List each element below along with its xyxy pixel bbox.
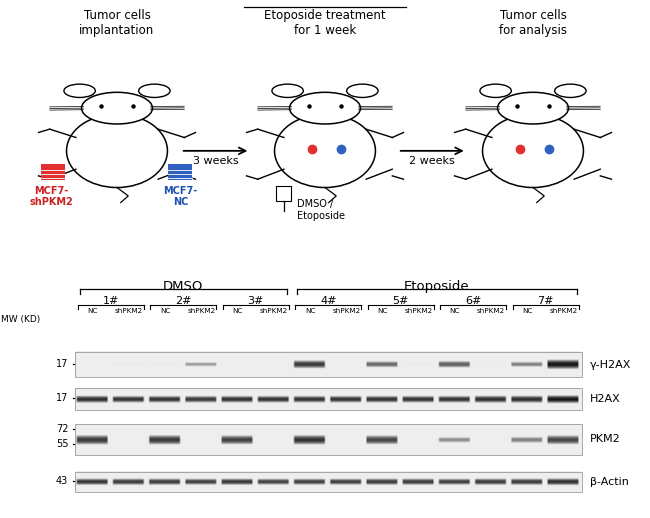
Text: 55: 55	[56, 439, 68, 449]
Bar	[75, 471, 582, 492]
Text: γ-H2AX: γ-H2AX	[590, 360, 631, 370]
Text: DMSO /
Etoposide: DMSO / Etoposide	[297, 199, 345, 221]
Ellipse shape	[482, 114, 584, 188]
Text: shPKM2: shPKM2	[187, 308, 216, 313]
Ellipse shape	[554, 84, 586, 97]
Bar	[75, 352, 582, 378]
Text: shPKM2: shPKM2	[115, 308, 143, 313]
Text: MCF7-
shPKM2: MCF7- shPKM2	[29, 186, 73, 208]
Text: 2#: 2#	[175, 296, 192, 307]
Text: 17: 17	[56, 358, 68, 369]
Text: MW (KD): MW (KD)	[1, 314, 40, 324]
Ellipse shape	[289, 92, 361, 124]
Text: NC: NC	[160, 308, 170, 313]
Text: shPKM2: shPKM2	[332, 308, 361, 313]
Text: 3 weeks: 3 weeks	[193, 156, 239, 166]
Text: shPKM2: shPKM2	[405, 308, 433, 313]
Text: Tumor cells
for analysis: Tumor cells for analysis	[499, 9, 567, 37]
Ellipse shape	[480, 84, 512, 97]
Text: H2AX: H2AX	[590, 394, 620, 404]
Text: Etoposide: Etoposide	[404, 280, 470, 293]
Text: 5#: 5#	[393, 296, 409, 307]
Text: NC: NC	[88, 308, 98, 313]
Text: NC: NC	[377, 308, 388, 313]
Text: β-Actin: β-Actin	[590, 477, 629, 487]
Text: shPKM2: shPKM2	[260, 308, 288, 313]
Ellipse shape	[346, 84, 378, 97]
Text: Tumor cells
implantation: Tumor cells implantation	[79, 9, 155, 37]
Text: 3#: 3#	[248, 296, 264, 307]
Text: 17: 17	[56, 393, 68, 403]
Text: 6#: 6#	[465, 296, 481, 307]
Bar	[41, 164, 64, 180]
Text: NC: NC	[233, 308, 243, 313]
Text: 7#: 7#	[538, 296, 554, 307]
Bar	[168, 164, 192, 180]
Ellipse shape	[138, 84, 170, 97]
Bar	[75, 424, 582, 455]
Ellipse shape	[66, 114, 168, 188]
Text: MCF7-
NC: MCF7- NC	[163, 186, 198, 208]
Text: NC: NC	[305, 308, 315, 313]
Bar	[276, 186, 291, 201]
Bar	[75, 388, 582, 410]
Text: NC: NC	[450, 308, 460, 313]
Text: DMSO: DMSO	[163, 280, 203, 293]
Ellipse shape	[272, 84, 304, 97]
Text: PKM2: PKM2	[590, 435, 620, 444]
Text: NC: NC	[522, 308, 533, 313]
Text: shPKM2: shPKM2	[477, 308, 505, 313]
Ellipse shape	[81, 92, 153, 124]
Text: 4#: 4#	[320, 296, 337, 307]
Ellipse shape	[274, 114, 376, 188]
Text: Etoposide treatment
for 1 week: Etoposide treatment for 1 week	[264, 9, 386, 37]
Text: 1#: 1#	[103, 296, 119, 307]
Ellipse shape	[64, 84, 96, 97]
Ellipse shape	[497, 92, 569, 124]
Text: 43: 43	[56, 476, 68, 486]
Text: 72: 72	[56, 424, 68, 435]
Text: 2 weeks: 2 weeks	[410, 156, 455, 166]
Text: shPKM2: shPKM2	[549, 308, 578, 313]
